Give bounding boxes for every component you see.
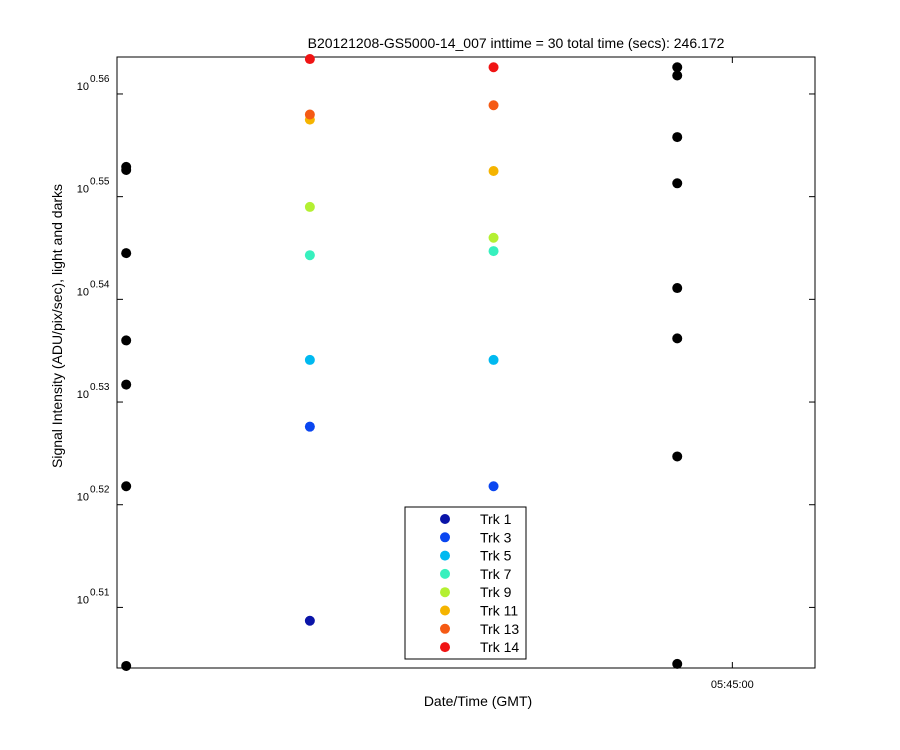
legend-marker-trk-5 <box>440 550 450 561</box>
legend-label-trk-5: Trk 5 <box>480 548 512 564</box>
dark-point <box>121 481 132 492</box>
legend-items: Trk 1 Trk 3 Trk 5 Trk 7 Trk 9 Trk 11 Trk 13 Trk… <box>440 511 519 655</box>
y-tick-exponent: 0.56 <box>90 74 110 85</box>
y-tick-base: 10 <box>77 286 89 298</box>
point-trk-7 <box>488 246 499 257</box>
y-tick-base: 10 <box>77 594 89 606</box>
legend: Trk 1 Trk 3 Trk 5 Trk 7 Trk 9 Trk 11 Trk 13 Trk… <box>404 506 527 660</box>
y-tick-base: 10 <box>77 184 89 196</box>
legend-label-trk-7: Trk 7 <box>480 566 512 582</box>
legend-label-trk-1: Trk 1 <box>480 511 512 527</box>
legend-marker-trk-1 <box>440 514 450 524</box>
point-trk-3 <box>304 421 315 432</box>
point-trk-3 <box>488 481 499 492</box>
y-tick-exponent: 0.54 <box>90 279 110 290</box>
dark-point <box>121 335 132 346</box>
x-axis-label: Date/Time (GMT) <box>424 693 532 709</box>
dark-point <box>672 70 683 81</box>
point-trk-9 <box>304 201 315 212</box>
legend-marker-trk-11 <box>440 605 450 616</box>
y-axis-label: Signal Intensity (ADU/pix/sec), light an… <box>49 184 65 468</box>
legend-label-trk-3: Trk 3 <box>480 529 512 545</box>
point-trk-1 <box>304 615 315 626</box>
y-tick-base: 10 <box>77 81 89 93</box>
dark-point <box>672 283 683 294</box>
legend-marker-trk-14 <box>440 642 450 653</box>
point-trk-5 <box>488 354 499 365</box>
y-tick-base: 10 <box>77 389 89 401</box>
point-trk-13 <box>488 100 499 111</box>
point-trk-5 <box>304 354 315 365</box>
y-tick-exponent: 0.53 <box>90 382 110 393</box>
data-points <box>121 54 683 671</box>
legend-marker-trk-7 <box>440 568 450 579</box>
legend-marker-trk-9 <box>440 587 450 598</box>
legend-box <box>404 506 527 660</box>
point-trk-11 <box>488 165 499 176</box>
dark-point <box>672 132 683 143</box>
y-tick-exponent: 0.52 <box>90 485 110 496</box>
x-axis-ticks: 05:45:00 <box>711 57 754 691</box>
legend-marker-trk-13 <box>440 623 450 634</box>
dark-point <box>121 164 132 175</box>
dark-point <box>672 333 683 344</box>
dark-point <box>121 660 132 671</box>
legend-marker-trk-3 <box>440 532 450 543</box>
dark-point <box>672 451 683 462</box>
point-trk-13 <box>304 109 315 120</box>
dark-point <box>121 248 132 259</box>
dark-point <box>672 178 683 189</box>
legend-label-trk-14: Trk 14 <box>480 639 519 655</box>
x-tick-label: 05:45:00 <box>711 679 754 691</box>
dark-point <box>672 658 683 669</box>
point-trk-9 <box>488 232 499 243</box>
legend-label-trk-9: Trk 9 <box>480 584 512 600</box>
y-tick-base: 10 <box>77 492 89 504</box>
legend-label-trk-13: Trk 13 <box>480 621 519 637</box>
point-trk-14 <box>304 54 315 65</box>
point-trk-14 <box>488 62 499 73</box>
y-tick-exponent: 0.51 <box>90 587 110 598</box>
legend-label-trk-11: Trk 11 <box>480 603 518 619</box>
y-tick-exponent: 0.55 <box>90 177 110 188</box>
dark-point <box>672 62 683 73</box>
dark-point <box>121 379 132 390</box>
chart-title: B20121208-GS5000-14_007 inttime = 30 tot… <box>308 35 725 51</box>
point-trk-7 <box>304 250 315 261</box>
